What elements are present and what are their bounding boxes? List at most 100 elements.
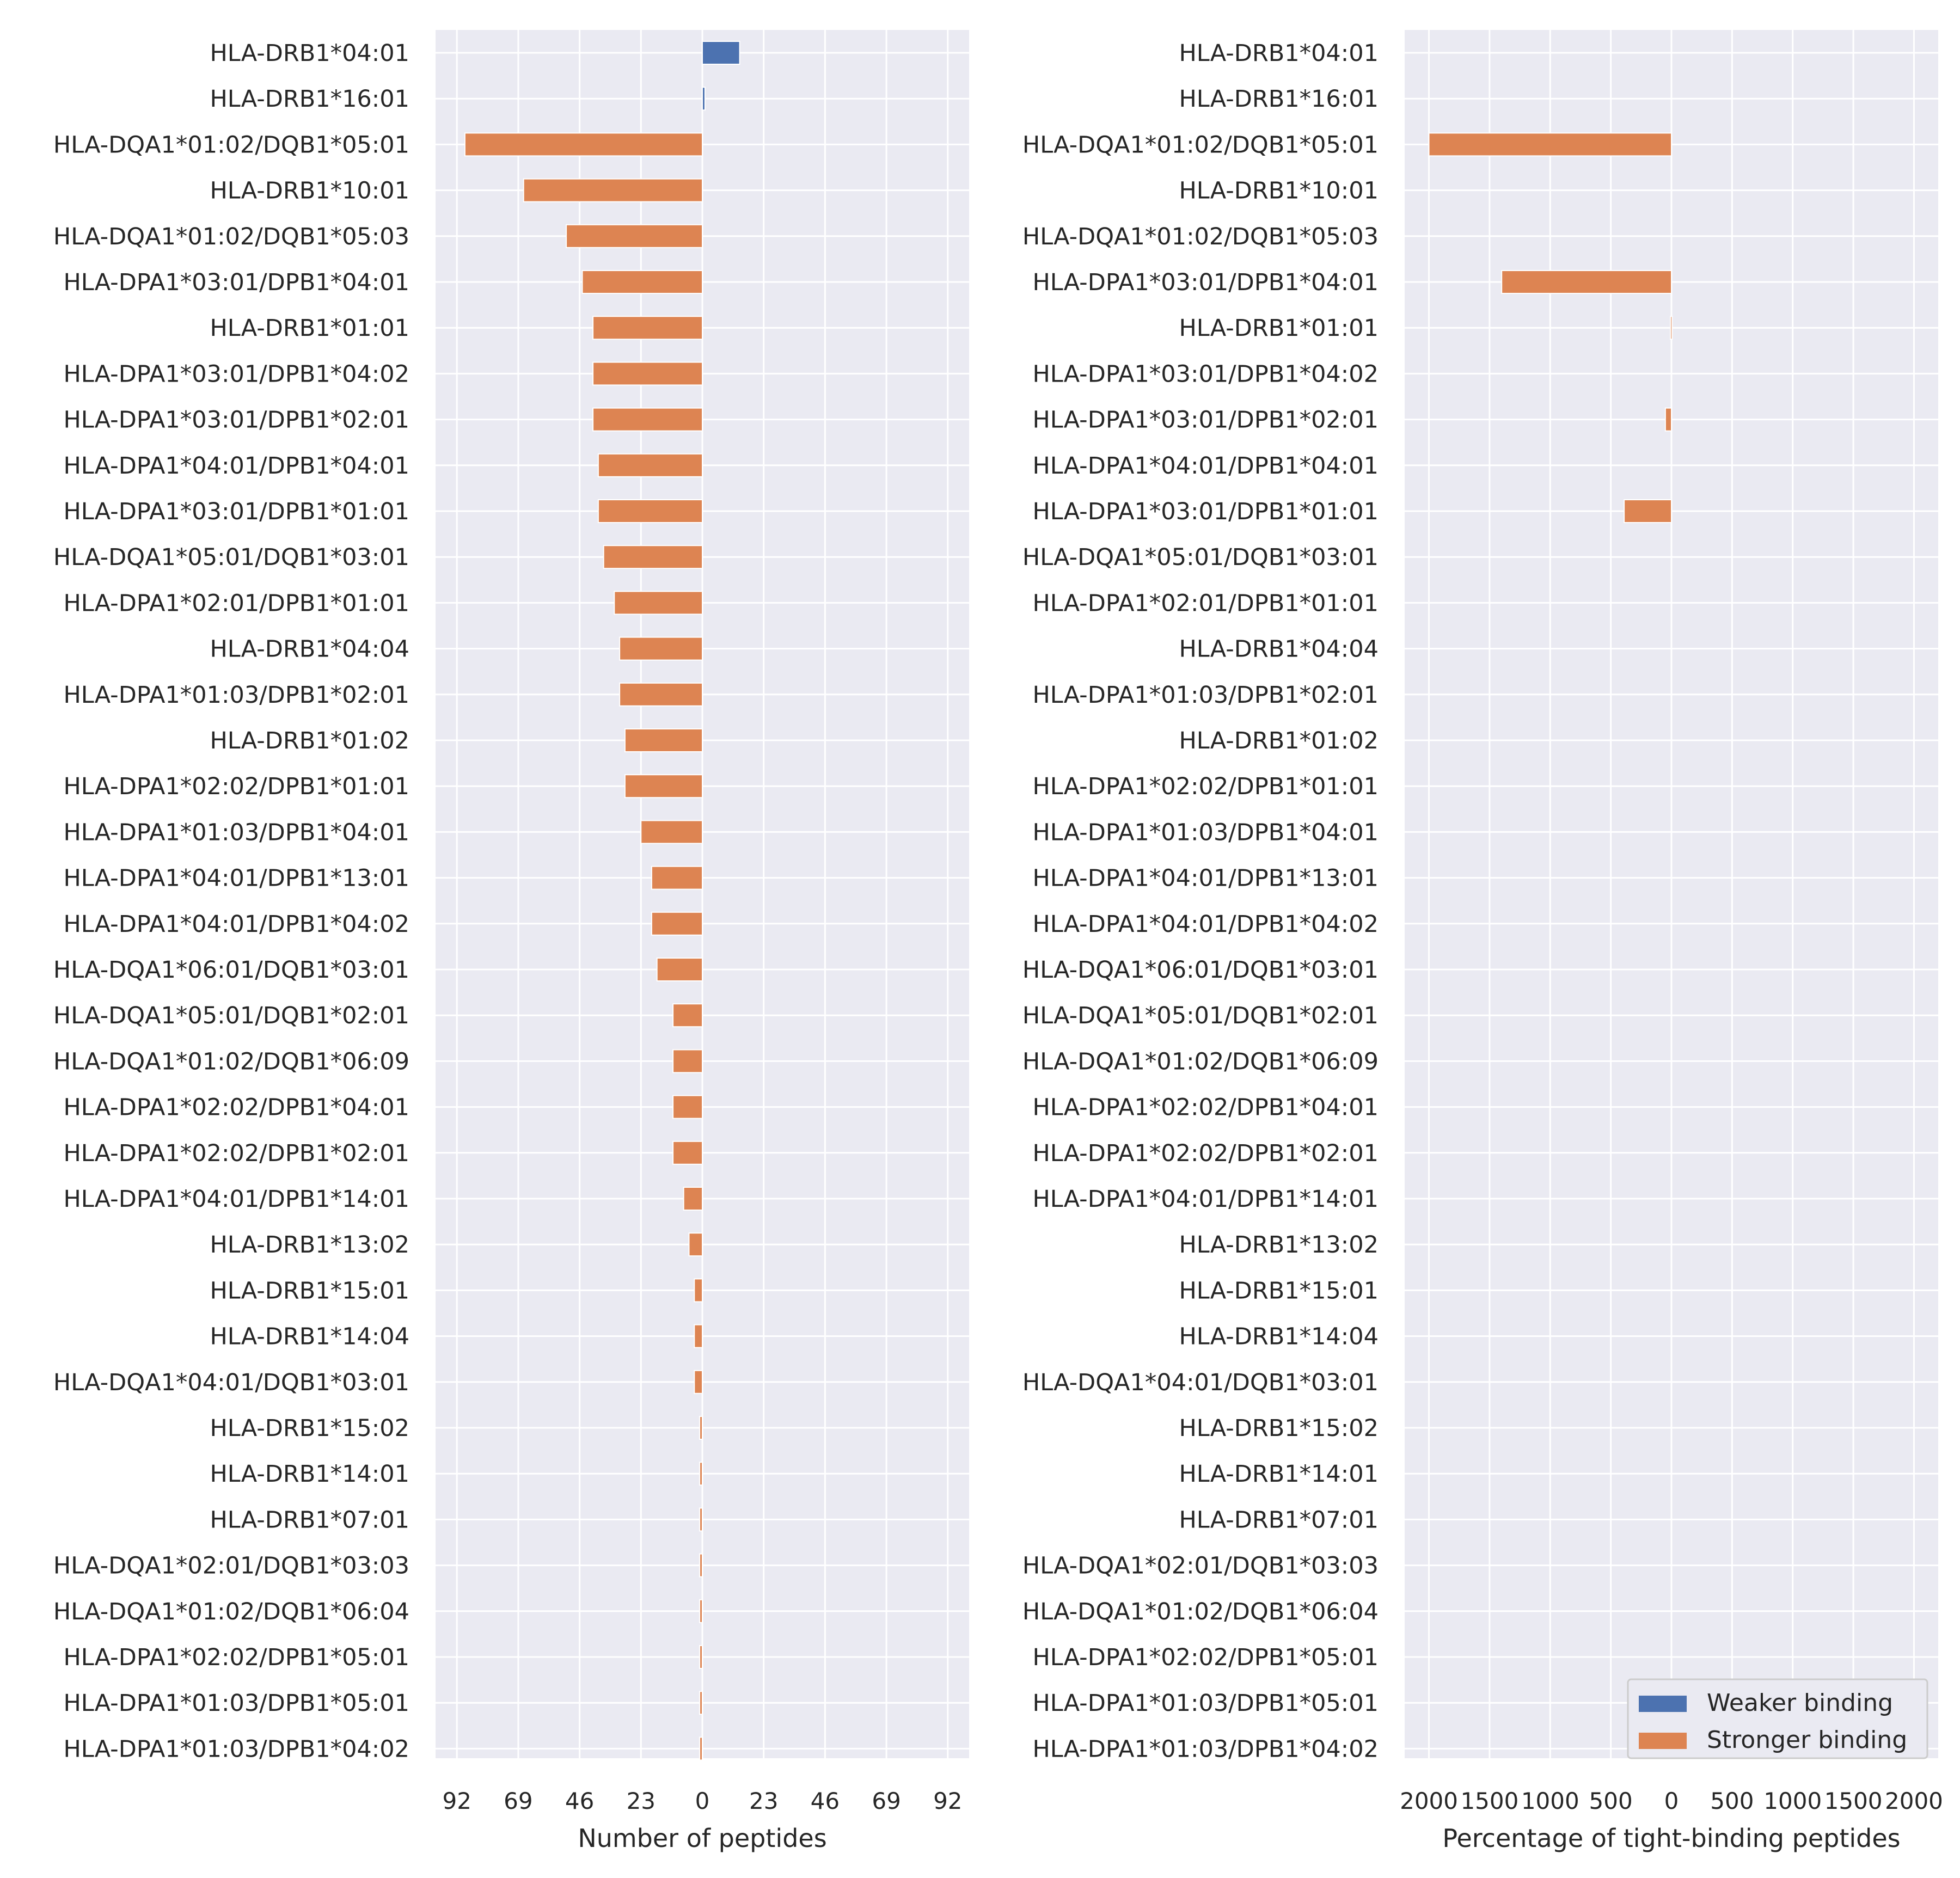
right-category-label: HLA-DPA1*04:01/DPB1*13:01 [1032, 865, 1379, 892]
left-category-label: HLA-DPA1*02:02/DPB1*02:01 [63, 1140, 409, 1167]
right-category-label: HLA-DQA1*06:01/DQB1*03:01 [1022, 956, 1379, 984]
left-category-label: HLA-DQA1*01:02/DQB1*06:04 [53, 1598, 409, 1625]
right-category-label: HLA-DPA1*02:02/DPB1*02:01 [1032, 1140, 1379, 1167]
left-bar-stronger [699, 1553, 703, 1578]
right-category-label: HLA-DRB1*01:02 [1179, 727, 1379, 754]
right-category-label: HLA-DPA1*01:03/DPB1*04:02 [1032, 1735, 1379, 1763]
right-category-label: HLA-DRB1*13:02 [1179, 1231, 1379, 1259]
left-bar-weaker [702, 41, 740, 65]
left-bar-stronger [688, 1232, 703, 1257]
left-category-label: HLA-DQA1*06:01/DQB1*03:01 [53, 956, 409, 984]
right-bar-stronger [1664, 407, 1672, 432]
left-category-label: HLA-DRB1*15:01 [210, 1277, 409, 1304]
right-x-tick-label: 500 [1589, 1788, 1633, 1814]
left-bar-stronger [699, 1691, 703, 1715]
left-x-axis-label: Number of peptides [578, 1824, 826, 1853]
left-category-label: HLA-DPA1*04:01/DPB1*13:01 [63, 865, 409, 892]
left-bar-stronger [603, 545, 703, 569]
right-category-label: HLA-DRB1*04:04 [1179, 636, 1379, 663]
left-chart-panel: HLA-DRB1*04:01 HLA-DRB1*16:01 HLA-DQA1*01:… [53, 30, 969, 1853]
left-category-label: HLA-DPA1*04:01/DPB1*04:01 [63, 452, 409, 480]
right-grid [1405, 30, 1938, 1758]
right-category-label: HLA-DQA1*02:01/DQB1*03:03 [1022, 1552, 1379, 1580]
left-bar-stronger [672, 1140, 703, 1165]
legend-label-stronger: Stronger binding [1707, 1726, 1907, 1754]
left-category-label: HLA-DRB1*04:01 [210, 40, 409, 67]
right-category-label: HLA-DRB1*01:01 [1179, 315, 1379, 342]
legend-swatch-weaker [1639, 1696, 1687, 1712]
right-x-tick-label: 1000 [1763, 1788, 1822, 1814]
left-category-label: HLA-DPA1*02:01/DPB1*01:01 [63, 590, 409, 617]
legend-label-weaker: Weaker binding [1707, 1689, 1893, 1717]
right-category-label: HLA-DPA1*04:01/DPB1*14:01 [1032, 1186, 1379, 1213]
left-bar-stronger [694, 1278, 703, 1303]
left-x-tick-label: 46 [565, 1788, 594, 1814]
left-category-label: HLA-DPA1*01:03/DPB1*05:01 [63, 1690, 409, 1717]
left-bar-stronger [699, 1645, 703, 1669]
left-category-label: HLA-DPA1*03:01/DPB1*02:01 [63, 407, 409, 434]
left-bar-stronger [523, 178, 703, 202]
left-bar-stronger [683, 1187, 703, 1211]
right-category-label: HLA-DRB1*10:01 [1179, 177, 1379, 205]
left-category-label: HLA-DPA1*01:03/DPB1*04:02 [63, 1735, 409, 1763]
right-category-label: HLA-DQA1*05:01/DQB1*02:01 [1022, 1002, 1379, 1029]
left-bar-weaker [702, 87, 706, 111]
left-category-label: HLA-DQA1*02:01/DQB1*03:03 [53, 1552, 409, 1580]
left-x-tick-label: 46 [811, 1788, 840, 1814]
left-bar-stronger [651, 866, 703, 890]
right-x-tick-label: 0 [1664, 1788, 1679, 1814]
left-bar-stronger [699, 1599, 703, 1623]
right-category-label: HLA-DPA1*01:03/DPB1*04:01 [1032, 819, 1379, 846]
left-bar-stronger [699, 1416, 703, 1440]
left-category-label: HLA-DQA1*05:01/DQB1*02:01 [53, 1002, 409, 1029]
right-x-tick-labels: 2000 1500 1000 500 0 500 1000 1500 2000 [1400, 1788, 1943, 1814]
left-category-label: HLA-DRB1*14:04 [210, 1323, 409, 1351]
left-category-label: HLA-DPA1*02:02/DPB1*05:01 [63, 1644, 409, 1671]
left-bar-stronger [651, 911, 703, 936]
left-bar-stronger [592, 361, 703, 386]
left-bar-stronger [624, 774, 703, 799]
left-x-tick-label: 69 [504, 1788, 532, 1814]
right-category-label: HLA-DQA1*01:02/DQB1*05:03 [1022, 223, 1379, 250]
left-bar-stronger [464, 132, 703, 157]
right-category-labels: HLA-DRB1*04:01 HLA-DRB1*16:01 HLA-DQA1*01:… [1022, 40, 1379, 1763]
right-x-tick-label: 1500 [1460, 1788, 1518, 1814]
right-x-axis-label: Percentage of tight-binding peptides [1442, 1824, 1900, 1853]
right-x-tick-label: 1500 [1824, 1788, 1883, 1814]
left-category-label: HLA-DRB1*01:01 [210, 315, 409, 342]
right-category-label: HLA-DRB1*14:04 [1179, 1323, 1379, 1351]
left-x-tick-label: 23 [627, 1788, 656, 1814]
right-category-label: HLA-DPA1*01:03/DPB1*05:01 [1032, 1690, 1379, 1717]
right-category-label: HLA-DPA1*02:01/DPB1*01:01 [1032, 590, 1379, 617]
left-x-tick-label: 92 [442, 1788, 471, 1814]
left-bar-stronger [656, 958, 703, 981]
right-category-label: HLA-DRB1*04:01 [1179, 40, 1379, 67]
right-category-label: HLA-DPA1*02:02/DPB1*05:01 [1032, 1644, 1379, 1671]
left-category-label: HLA-DQA1*01:02/DQB1*06:09 [53, 1048, 409, 1075]
left-category-label: HLA-DRB1*16:01 [210, 85, 409, 113]
left-category-label: HLA-DRB1*13:02 [210, 1231, 409, 1259]
right-category-label: HLA-DRB1*14:01 [1179, 1460, 1379, 1488]
right-bar-stronger [1501, 270, 1673, 294]
left-category-label: HLA-DRB1*07:01 [210, 1506, 409, 1533]
left-x-tick-label: 69 [872, 1788, 901, 1814]
left-bar-stronger [694, 1370, 703, 1394]
right-category-label: HLA-DRB1*07:01 [1179, 1506, 1379, 1533]
left-x-tick-label: 92 [933, 1788, 962, 1814]
right-x-tick-label: 2000 [1885, 1788, 1943, 1814]
right-x-tick-label: 500 [1710, 1788, 1754, 1814]
left-bar-stronger [614, 591, 703, 615]
legend: Weaker binding Stronger binding [1627, 1678, 1928, 1759]
left-category-label: HLA-DQA1*01:02/DQB1*05:03 [53, 223, 409, 250]
right-category-label: HLA-DPA1*04:01/DPB1*04:02 [1032, 911, 1379, 938]
left-category-label: HLA-DPA1*01:03/DPB1*04:01 [63, 819, 409, 846]
legend-swatch-stronger [1639, 1733, 1687, 1749]
right-bar-stronger [1670, 316, 1673, 340]
right-category-label: HLA-DQA1*01:02/DQB1*06:09 [1022, 1048, 1379, 1075]
left-bar-stronger [694, 1324, 703, 1348]
right-category-label: HLA-DRB1*16:01 [1179, 85, 1379, 113]
right-category-label: HLA-DPA1*01:03/DPB1*02:01 [1032, 682, 1379, 709]
left-category-label: HLA-DRB1*14:01 [210, 1460, 409, 1488]
left-bar-stronger [581, 270, 703, 294]
